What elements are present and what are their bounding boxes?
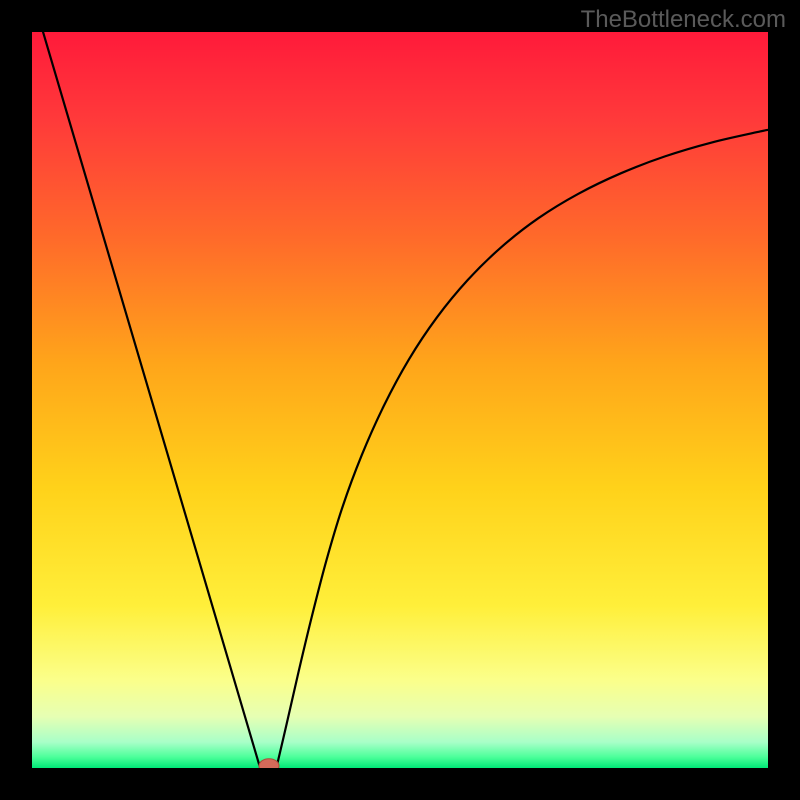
chart-background [32, 32, 768, 768]
chart-container: TheBottleneck.com [0, 0, 800, 800]
bottleneck-chart [0, 0, 800, 800]
watermark-text: TheBottleneck.com [581, 6, 786, 34]
